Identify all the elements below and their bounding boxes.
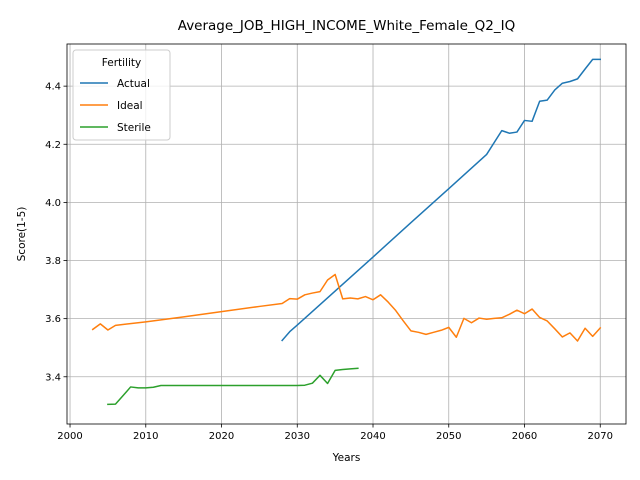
x-tick-label: 2020 [209, 431, 234, 442]
legend-label-sterile: Sterile [117, 122, 151, 134]
y-tick-label: 4.2 [45, 140, 61, 151]
chart-title: Average_JOB_HIGH_INCOME_White_Female_Q2_… [178, 18, 516, 34]
legend-label-actual: Actual [117, 78, 150, 90]
y-tick-label: 3.8 [45, 256, 61, 267]
y-tick-label: 3.4 [45, 372, 61, 383]
legend-title: Fertility [102, 57, 141, 69]
y-axis-label: Score(1-5) [16, 207, 28, 262]
x-tick-label: 2060 [512, 431, 537, 442]
legend-items: Actual Ideal Sterile [80, 78, 151, 134]
x-tick-label: 2070 [588, 431, 613, 442]
x-tick-label: 2010 [133, 431, 158, 442]
grid-lines [67, 44, 626, 424]
series-lines [91, 58, 602, 406]
x-tick-label: 2030 [285, 431, 310, 442]
y-tick-label: 3.6 [45, 314, 61, 325]
x-tick-label: 2000 [57, 431, 82, 442]
legend: Fertility Actual Ideal Sterile [72, 49, 171, 141]
x-tick-label: 2040 [360, 431, 385, 442]
plot-area-frame [66, 43, 627, 425]
legend-box [72, 49, 171, 141]
x-axis-ticks: 2000 2010 2020 2030 2040 2050 2060 2070 [57, 424, 613, 442]
y-tick-label: 4.0 [45, 198, 61, 209]
series-line-actual [281, 58, 601, 342]
series-line-ideal [91, 273, 602, 342]
y-axis-ticks: 3.4 3.6 3.8 4.0 4.2 4.4 [45, 82, 67, 383]
x-axis-label: Years [332, 452, 361, 464]
y-tick-label: 4.4 [45, 82, 61, 93]
x-tick-label: 2050 [436, 431, 461, 442]
legend-label-ideal: Ideal [117, 100, 143, 112]
series-line-sterile [107, 367, 359, 406]
